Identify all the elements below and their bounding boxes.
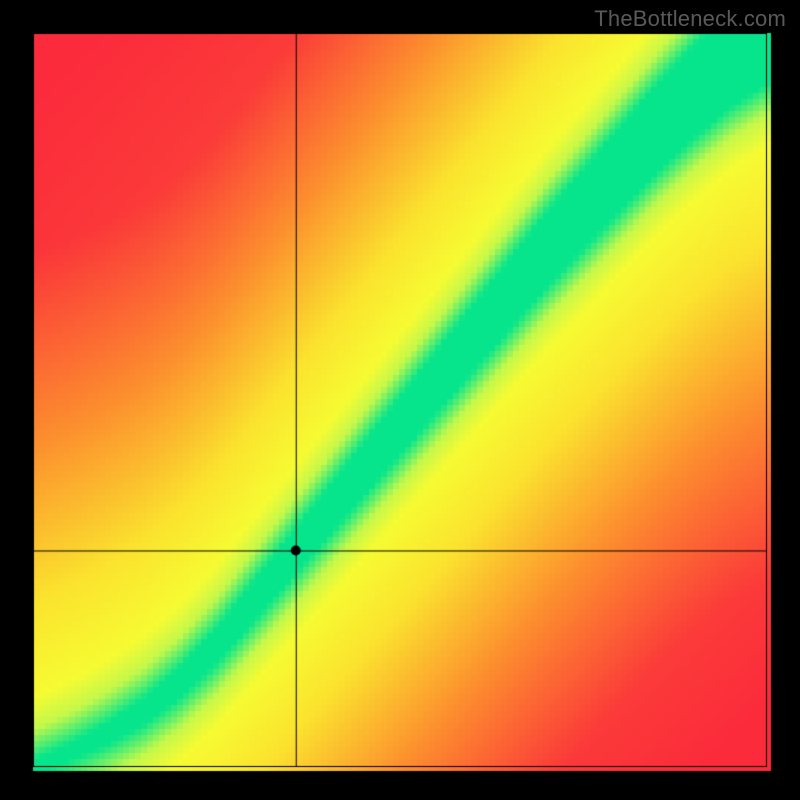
bottleneck-heatmap-canvas xyxy=(0,0,800,800)
watermark-text: TheBottleneck.com xyxy=(594,6,786,32)
chart-container: TheBottleneck.com xyxy=(0,0,800,800)
